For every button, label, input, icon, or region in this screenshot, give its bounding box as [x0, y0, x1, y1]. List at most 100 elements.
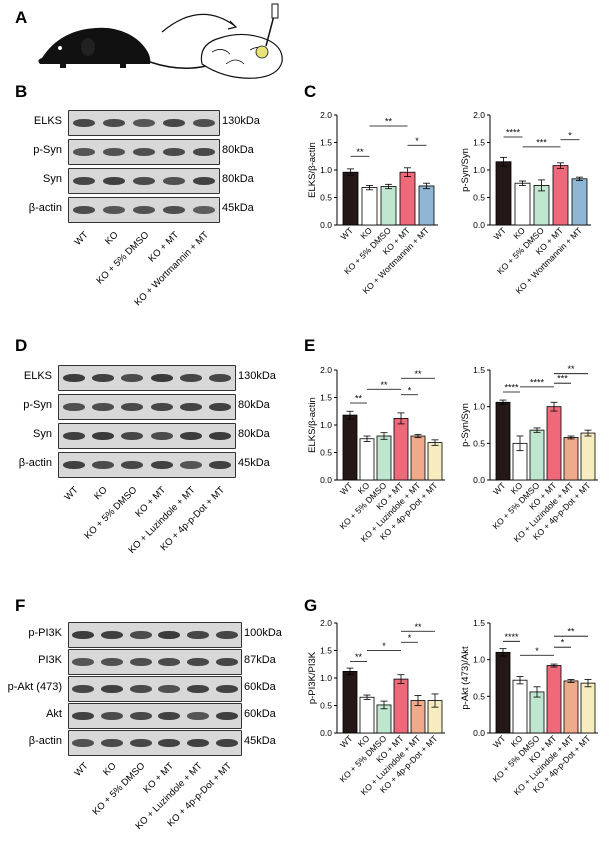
significance-label: ** — [414, 369, 422, 379]
y-tick-label: 1.5 — [473, 618, 485, 628]
y-tick-label: 1.0 — [473, 655, 485, 665]
blot-lane-label: WT — [62, 484, 81, 503]
bar — [393, 418, 409, 481]
blot-band — [121, 431, 144, 441]
y-tick-label: 0.0 — [473, 475, 485, 485]
significance-label: * — [415, 136, 419, 146]
blot-band — [121, 460, 144, 470]
blot-row-label: p-PI3K — [28, 627, 62, 639]
blot-strip — [68, 139, 220, 165]
blot-band — [158, 657, 181, 667]
blot-row-label: Syn — [43, 173, 62, 185]
blot-band — [215, 738, 238, 748]
y-tick-label: 2.0 — [320, 365, 332, 375]
blot-band — [72, 630, 95, 640]
blot-kda-label: 45kDa — [238, 457, 270, 469]
blot-band — [187, 711, 209, 721]
significance-label: ** — [567, 627, 575, 637]
blot-row-label: β-actin — [28, 202, 62, 214]
blot-row-label: ELKS — [33, 115, 62, 127]
blot-band — [121, 373, 144, 383]
significance-label: * — [535, 646, 539, 656]
blot-band — [101, 657, 123, 667]
blot-band — [129, 684, 152, 694]
blot-row-label: β-actin — [28, 735, 62, 747]
y-axis-label: p-Akt (473)/Akt — [460, 646, 471, 710]
blot-lane-label: KO + 5% DMSO — [82, 484, 140, 542]
blot-band — [192, 147, 216, 157]
bar — [529, 691, 545, 734]
blot-row-label: p-Syn — [23, 399, 52, 411]
x-tick-label: WT — [338, 225, 354, 241]
y-tick-label: 2.0 — [320, 618, 332, 628]
blot-band — [209, 460, 232, 470]
blot-strip — [68, 703, 242, 729]
blot-kda-label: 80kDa — [222, 144, 254, 156]
significance-label: * — [408, 385, 412, 395]
brain-icon — [200, 3, 283, 79]
blot-band — [209, 431, 232, 441]
blot-band — [209, 402, 232, 412]
blot-band — [187, 684, 209, 694]
blot-kda-label: 60kDa — [244, 708, 276, 720]
blot-band — [132, 147, 156, 157]
blot-kda-label: 80kDa — [238, 399, 270, 411]
bar — [410, 435, 426, 481]
blot-band — [215, 657, 238, 667]
blot-strip — [68, 168, 220, 194]
x-tick-label: WT — [491, 480, 507, 496]
significance-label: **** — [506, 128, 521, 138]
blot-band — [102, 147, 126, 157]
blot-band — [72, 711, 95, 721]
bar — [495, 401, 511, 481]
x-tick-label: WT — [491, 733, 507, 749]
y-tick-label: 0.5 — [320, 193, 332, 203]
blot-band — [129, 738, 152, 748]
y-tick-label: 1.0 — [320, 165, 332, 175]
y-tick-label: 0.0 — [320, 728, 332, 738]
y-tick-label: 1.0 — [320, 673, 332, 683]
y-tick-label: 2.0 — [473, 110, 485, 120]
blot-band — [192, 205, 216, 215]
blot-band — [62, 402, 85, 412]
bar — [552, 165, 569, 226]
blot-kda-label: 100kDa — [244, 627, 282, 639]
y-tick-label: 1.5 — [320, 393, 332, 403]
blot-kda-label: 60kDa — [244, 681, 276, 693]
bar — [529, 429, 545, 481]
panel-letter-e: E — [304, 336, 316, 355]
panel-letter-c: C — [304, 82, 317, 101]
y-axis-label: p-Syn/Syn — [460, 403, 471, 447]
blot-band — [158, 684, 181, 694]
bar — [563, 680, 579, 734]
blot-band — [162, 118, 186, 128]
blot-band — [215, 684, 238, 694]
blot-band — [150, 402, 173, 412]
y-tick-label: 0.0 — [320, 475, 332, 485]
blot-band — [121, 402, 144, 412]
panel-letter-g: G — [304, 596, 318, 615]
significance-label: ** — [385, 117, 393, 127]
blot-band — [162, 205, 186, 215]
y-tick-label: 0.0 — [473, 728, 485, 738]
significance-label: *** — [557, 374, 568, 384]
y-tick-label: 1.0 — [473, 165, 485, 175]
blot-band — [91, 431, 115, 441]
bar — [342, 171, 359, 226]
blot-band — [158, 630, 181, 640]
bar — [399, 171, 416, 226]
blot-strip — [58, 365, 236, 391]
blot-band — [72, 205, 96, 215]
blot-strip — [68, 622, 242, 648]
significance-label: **** — [504, 632, 519, 642]
bar — [342, 414, 358, 481]
blot-row-label: Akt — [46, 708, 62, 720]
blot-band — [91, 402, 115, 412]
blot-band — [129, 630, 152, 640]
blot-kda-label: 130kDa — [222, 115, 260, 127]
blot-strip — [68, 197, 220, 223]
bar — [571, 178, 588, 226]
blot-band — [102, 176, 126, 186]
y-tick-label: 1.5 — [473, 138, 485, 148]
